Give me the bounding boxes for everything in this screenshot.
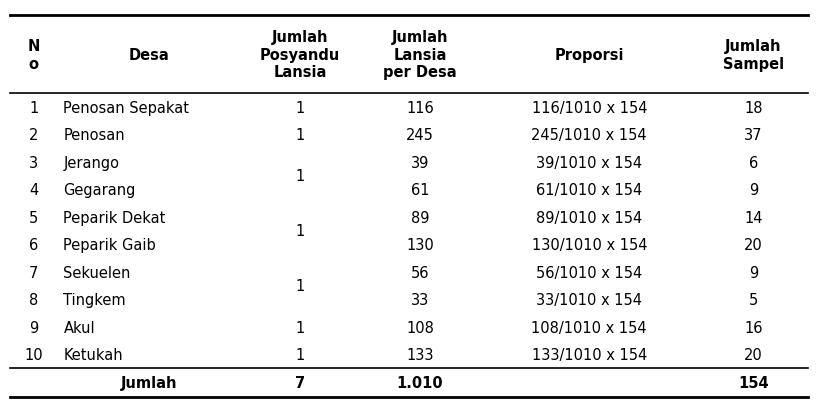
Text: Peparik Gaib: Peparik Gaib <box>64 237 156 252</box>
Text: 4: 4 <box>29 183 38 198</box>
Text: Ketukah: Ketukah <box>64 347 124 362</box>
Text: 3: 3 <box>29 155 38 170</box>
Text: 1: 1 <box>295 169 305 184</box>
Text: 116: 116 <box>406 100 434 115</box>
Text: 61/1010 x 154: 61/1010 x 154 <box>536 183 642 198</box>
Text: Penosan Sepakat: Penosan Sepakat <box>64 100 190 115</box>
Text: 9: 9 <box>29 320 38 335</box>
Text: 2: 2 <box>29 128 38 143</box>
Text: 33/1010 x 154: 33/1010 x 154 <box>537 292 642 307</box>
Text: Gegarang: Gegarang <box>64 183 136 198</box>
Text: Jerango: Jerango <box>64 155 119 170</box>
Text: 8: 8 <box>29 292 38 307</box>
Text: 245/1010 x 154: 245/1010 x 154 <box>532 128 647 143</box>
Text: 1.010: 1.010 <box>397 375 443 390</box>
Text: 1: 1 <box>295 224 305 239</box>
Text: 1: 1 <box>29 100 38 115</box>
Text: 20: 20 <box>744 347 763 362</box>
Text: Jumlah
Sampel: Jumlah Sampel <box>723 39 784 71</box>
Text: 16: 16 <box>744 320 762 335</box>
Text: 245: 245 <box>406 128 434 143</box>
Text: Akul: Akul <box>64 320 95 335</box>
Text: 56/1010 x 154: 56/1010 x 154 <box>536 265 642 280</box>
Text: Penosan: Penosan <box>64 128 125 143</box>
Text: 154: 154 <box>738 375 769 390</box>
Text: 130/1010 x 154: 130/1010 x 154 <box>532 237 647 252</box>
Text: 1: 1 <box>295 279 305 294</box>
Text: 18: 18 <box>744 100 762 115</box>
Text: 130: 130 <box>406 237 434 252</box>
Text: Jumlah: Jumlah <box>121 375 178 390</box>
Text: Sekuelen: Sekuelen <box>64 265 131 280</box>
Text: 33: 33 <box>411 292 429 307</box>
Text: 6: 6 <box>29 237 38 252</box>
Text: Peparik Dekat: Peparik Dekat <box>64 210 166 225</box>
Text: 116/1010 x 154: 116/1010 x 154 <box>532 100 647 115</box>
Text: 89: 89 <box>411 210 429 225</box>
Text: 1: 1 <box>295 100 305 115</box>
Text: Jumlah
Posyandu
Lansia: Jumlah Posyandu Lansia <box>260 30 340 80</box>
Text: 1: 1 <box>295 128 305 143</box>
Text: 6: 6 <box>748 155 758 170</box>
Text: 39/1010 x 154: 39/1010 x 154 <box>537 155 642 170</box>
Text: Tingkem: Tingkem <box>64 292 126 307</box>
Text: 1: 1 <box>295 320 305 335</box>
Text: 5: 5 <box>29 210 38 225</box>
Text: 56: 56 <box>411 265 429 280</box>
Text: 7: 7 <box>29 265 38 280</box>
Text: 9: 9 <box>748 265 758 280</box>
Text: 39: 39 <box>411 155 429 170</box>
Text: 10: 10 <box>25 347 43 362</box>
Text: N
o: N o <box>28 39 40 71</box>
Text: 89/1010 x 154: 89/1010 x 154 <box>536 210 642 225</box>
Text: 61: 61 <box>411 183 429 198</box>
Text: 133: 133 <box>407 347 434 362</box>
Text: Desa: Desa <box>128 48 169 63</box>
Text: 108: 108 <box>406 320 434 335</box>
Text: 14: 14 <box>744 210 762 225</box>
Text: 20: 20 <box>744 237 763 252</box>
Text: 7: 7 <box>295 375 305 390</box>
Text: 9: 9 <box>748 183 758 198</box>
Text: 108/1010 x 154: 108/1010 x 154 <box>532 320 647 335</box>
Text: 1: 1 <box>295 347 305 362</box>
Text: Jumlah
Lansia
per Desa: Jumlah Lansia per Desa <box>383 30 456 80</box>
Text: 37: 37 <box>744 128 762 143</box>
Text: 133/1010 x 154: 133/1010 x 154 <box>532 347 647 362</box>
Text: 5: 5 <box>748 292 758 307</box>
Text: Proporsi: Proporsi <box>555 48 624 63</box>
